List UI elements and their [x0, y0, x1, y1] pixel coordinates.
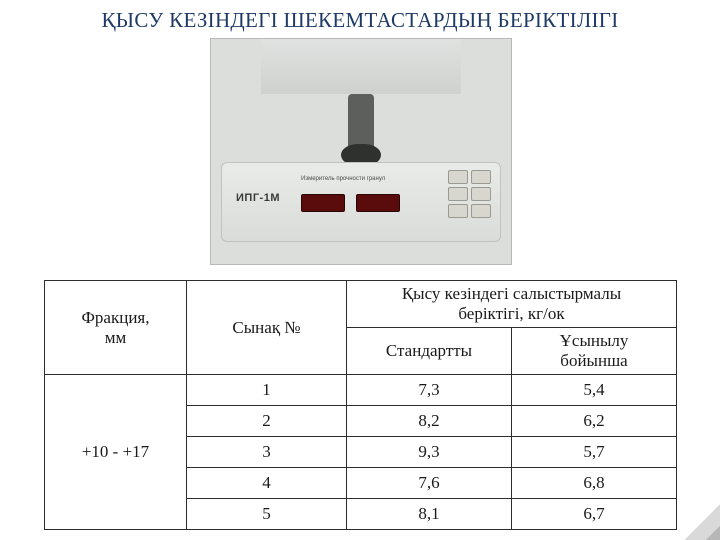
- col-recommended: Ұсынылубойынша: [512, 328, 677, 375]
- slide-title: ҚЫСУ КЕЗІНДЕГІ ШЕКЕМТАСТАРДЫҢ БЕРІКТІЛІГ…: [0, 8, 720, 33]
- cell-recommended: 6,8: [512, 468, 677, 499]
- table-header-row-1: Фракция,мм Сынақ № Қысу кезіндегі салыст…: [45, 281, 677, 328]
- cell-recommended: 6,2: [512, 406, 677, 437]
- table-row: +10 - +17 1 7,3 5,4: [45, 375, 677, 406]
- cell-recommended: 6,7: [512, 499, 677, 530]
- strength-table-wrap: Фракция,мм Сынақ № Қысу кезіндегі салыст…: [44, 280, 676, 530]
- cell-standard: 9,3: [347, 437, 512, 468]
- cell-recommended: 5,7: [512, 437, 677, 468]
- cell-recommended: 5,4: [512, 375, 677, 406]
- strength-table: Фракция,мм Сынақ № Қысу кезіндегі салыст…: [44, 280, 677, 530]
- device-display-1: [301, 194, 345, 212]
- cell-standard: 7,6: [347, 468, 512, 499]
- cell-fraction-value: +10 - +17: [45, 375, 187, 530]
- col-fraction: Фракция,мм: [45, 281, 187, 375]
- col-test-no: Сынақ №: [187, 281, 347, 375]
- col-group-strength: Қысу кезіндегі салыстырмалыберіктігі, кг…: [347, 281, 677, 328]
- cell-test-no: 2: [187, 406, 347, 437]
- device-display-2: [356, 194, 400, 212]
- device-photo: Измеритель прочности гранул ИПГ-1М: [210, 38, 512, 265]
- col-standard: Стандартты: [347, 328, 512, 375]
- device-head: [261, 39, 461, 94]
- device-button-grid: [448, 170, 491, 218]
- device-caption: Измеритель прочности гранул: [301, 176, 385, 182]
- cell-test-no: 1: [187, 375, 347, 406]
- cell-standard: 8,2: [347, 406, 512, 437]
- cell-test-no: 3: [187, 437, 347, 468]
- device-model-label: ИПГ-1М: [236, 192, 280, 204]
- cell-standard: 7,3: [347, 375, 512, 406]
- cell-test-no: 5: [187, 499, 347, 530]
- cell-standard: 8,1: [347, 499, 512, 530]
- cell-test-no: 4: [187, 468, 347, 499]
- page-curl-icon: [684, 504, 720, 540]
